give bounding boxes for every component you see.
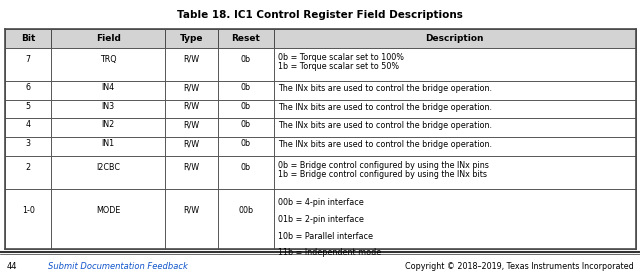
Text: 00b = 4-pin interface: 00b = 4-pin interface <box>278 198 364 207</box>
Bar <box>165 189 218 249</box>
Text: 7: 7 <box>26 55 31 64</box>
Bar <box>51 156 165 189</box>
Text: IN2: IN2 <box>102 120 115 130</box>
Bar <box>274 100 636 118</box>
Bar <box>274 189 636 249</box>
Bar <box>51 137 165 156</box>
Bar <box>218 48 274 81</box>
Text: Type: Type <box>180 34 203 43</box>
Bar <box>165 156 218 189</box>
Bar <box>218 81 274 100</box>
Text: 2: 2 <box>26 163 31 172</box>
Text: 1b = Bridge control configured by using the INx bits: 1b = Bridge control configured by using … <box>278 170 488 179</box>
Text: R/W: R/W <box>183 55 200 64</box>
Bar <box>218 100 274 118</box>
Text: 5: 5 <box>26 102 31 111</box>
Text: 0b = Bridge control configured by using the INx pins: 0b = Bridge control configured by using … <box>278 161 489 170</box>
Text: R/W: R/W <box>183 139 200 148</box>
Text: IN3: IN3 <box>102 102 115 111</box>
Bar <box>165 100 218 118</box>
Text: 0b = Torque scalar set to 100%: 0b = Torque scalar set to 100% <box>278 53 404 62</box>
Bar <box>274 48 636 81</box>
Text: 0b: 0b <box>241 120 251 130</box>
Bar <box>51 118 165 137</box>
Text: Copyright © 2018–2019, Texas Instruments Incorporated: Copyright © 2018–2019, Texas Instruments… <box>405 262 634 271</box>
Text: 6: 6 <box>26 83 31 92</box>
Text: 10b = Parallel interface: 10b = Parallel interface <box>278 232 373 241</box>
Text: 0b: 0b <box>241 83 251 92</box>
Bar <box>165 118 218 137</box>
Text: The INx bits are used to control the bridge operation.: The INx bits are used to control the bri… <box>278 103 492 112</box>
Text: 0b: 0b <box>241 163 251 172</box>
Text: 01b = 2-pin interface: 01b = 2-pin interface <box>278 215 364 224</box>
Text: Field: Field <box>96 34 120 43</box>
Bar <box>274 156 636 189</box>
Text: MODE: MODE <box>96 206 120 214</box>
Text: Bit: Bit <box>21 34 35 43</box>
Bar <box>218 29 274 48</box>
Text: R/W: R/W <box>183 163 200 172</box>
Bar <box>5 81 51 100</box>
Bar <box>5 29 51 48</box>
Text: 0b: 0b <box>241 139 251 148</box>
Text: R/W: R/W <box>183 83 200 92</box>
Text: 4: 4 <box>26 120 31 130</box>
Text: Description: Description <box>426 34 484 43</box>
Text: The INx bits are used to control the bridge operation.: The INx bits are used to control the bri… <box>278 121 492 130</box>
Bar <box>5 48 51 81</box>
Bar <box>274 137 636 156</box>
Bar <box>5 156 51 189</box>
Text: TRQ: TRQ <box>100 55 116 64</box>
Text: 1b = Torque scalar set to 50%: 1b = Torque scalar set to 50% <box>278 62 399 71</box>
Text: I2CBC: I2CBC <box>96 163 120 172</box>
Text: R/W: R/W <box>183 206 200 214</box>
Text: The INx bits are used to control the bridge operation.: The INx bits are used to control the bri… <box>278 84 492 93</box>
Bar <box>51 48 165 81</box>
Text: R/W: R/W <box>183 102 200 111</box>
Text: 1-0: 1-0 <box>22 206 35 214</box>
Bar <box>5 137 51 156</box>
Text: 44: 44 <box>6 262 17 271</box>
Text: 0b: 0b <box>241 55 251 64</box>
Bar <box>218 118 274 137</box>
Bar <box>165 29 218 48</box>
Text: 11b = Independent mode: 11b = Independent mode <box>278 248 381 257</box>
Text: IN4: IN4 <box>102 83 115 92</box>
Text: IN1: IN1 <box>102 139 115 148</box>
Bar <box>218 156 274 189</box>
Bar <box>51 29 165 48</box>
Bar <box>51 189 165 249</box>
Text: Submit Documentation Feedback: Submit Documentation Feedback <box>48 262 188 271</box>
Bar <box>274 118 636 137</box>
Bar <box>5 100 51 118</box>
Bar <box>51 81 165 100</box>
Bar <box>218 189 274 249</box>
Bar <box>165 48 218 81</box>
Text: 00b: 00b <box>238 206 253 214</box>
Bar <box>5 118 51 137</box>
Text: 0b: 0b <box>241 102 251 111</box>
Text: 3: 3 <box>26 139 31 148</box>
Bar <box>165 81 218 100</box>
Text: Table 18. IC1 Control Register Field Descriptions: Table 18. IC1 Control Register Field Des… <box>177 10 463 20</box>
Bar <box>274 81 636 100</box>
Bar <box>5 189 51 249</box>
Text: The INx bits are used to control the bridge operation.: The INx bits are used to control the bri… <box>278 140 492 149</box>
Bar <box>51 100 165 118</box>
Text: R/W: R/W <box>183 120 200 130</box>
Bar <box>274 29 636 48</box>
Text: Reset: Reset <box>231 34 260 43</box>
Bar <box>165 137 218 156</box>
Bar <box>218 137 274 156</box>
